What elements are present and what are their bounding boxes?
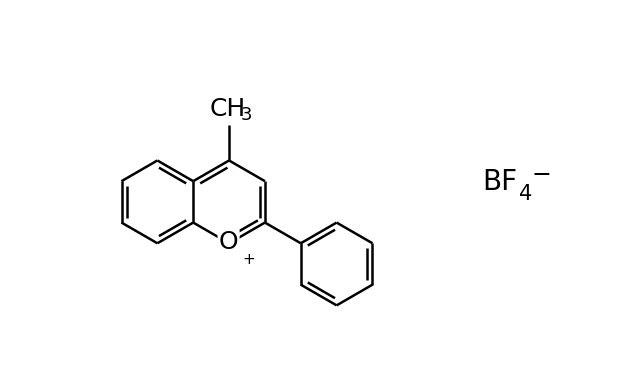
Text: 4: 4 <box>519 184 532 204</box>
Text: −: − <box>532 163 552 187</box>
Text: 3: 3 <box>241 106 252 123</box>
Text: BF: BF <box>483 168 518 196</box>
Text: CH: CH <box>210 97 246 121</box>
Text: O: O <box>219 230 238 254</box>
Text: +: + <box>243 252 255 267</box>
